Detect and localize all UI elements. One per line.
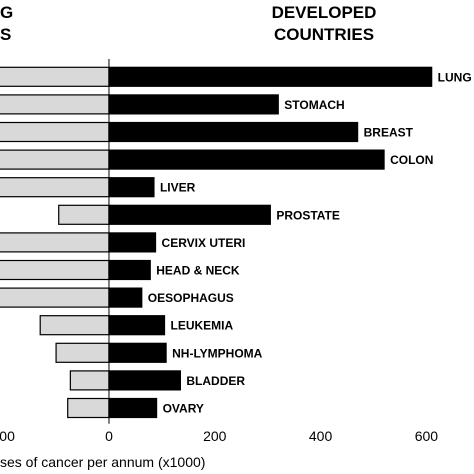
category-label-colon: COLON <box>390 153 433 167</box>
bar-left-ovary <box>67 397 110 419</box>
bar-right-leukemia <box>108 315 166 336</box>
category-label-stomach: STOMACH <box>284 98 344 112</box>
bar-right-colon <box>108 149 385 170</box>
bar-left-colon <box>0 149 110 170</box>
x-tick-label: 400 <box>309 428 333 444</box>
category-label-cervix-uteri: CERVIX UTERI <box>162 236 246 250</box>
category-label-oesophagus: OESOPHAGUS <box>148 291 234 305</box>
category-label-breast: BREAST <box>364 126 414 140</box>
bar-left-leukemia <box>39 315 110 336</box>
x-tick-label: 0 <box>105 428 113 444</box>
bar-right-breast <box>108 121 359 143</box>
bar-left-cervix-uteri <box>0 232 110 253</box>
bar-right-stomach <box>108 94 279 115</box>
x-tick-label: 200 <box>0 428 15 444</box>
x-axis: 200 0 200 400 600 <box>0 59 438 444</box>
bar-right-ovary <box>108 397 158 419</box>
bar-right-cervix-uteri <box>108 232 157 253</box>
category-label-nh-lymphoma: NH-LYMPHOMA <box>172 346 263 360</box>
category-labels-group: LUNG STOMACH BREAST COLON LIVER PROSTATE CERVI… <box>148 70 472 415</box>
left-header-line-1: G <box>0 3 13 22</box>
x-tick-label: 600 <box>415 428 439 444</box>
bar-left-liver <box>0 177 110 198</box>
category-label-head-neck: HEAD & NECK <box>156 264 240 278</box>
bar-right-head-neck <box>108 259 151 281</box>
bar-right-bladder <box>108 370 181 391</box>
bar-left-stomach <box>0 94 110 115</box>
x-axis-label: ses of cancer per annum (x1000) <box>0 454 205 470</box>
right-header-line-2: COUNTRIES <box>274 25 374 44</box>
category-label-prostate: PROSTATE <box>276 208 340 222</box>
right-header-line-1: DEVELOPED <box>272 3 377 22</box>
left-header-line-2: S <box>0 25 11 44</box>
bar-left-oesophagus <box>0 287 110 308</box>
category-label-lung: LUNG <box>438 70 472 84</box>
bar-right-nh-lymphoma <box>108 342 167 363</box>
bar-left-lung <box>0 66 110 87</box>
bar-right-prostate <box>108 204 271 225</box>
category-label-ovary: OVARY <box>163 402 204 416</box>
bar-right-liver <box>108 177 155 198</box>
bar-left-nh-lymphoma <box>55 342 110 363</box>
bar-left-head-neck <box>0 259 110 281</box>
category-label-leukemia: LEUKEMIA <box>171 319 234 333</box>
bar-right-lung <box>108 66 433 87</box>
bar-left-bladder <box>69 370 110 391</box>
bar-left-prostate <box>58 204 110 225</box>
x-tick-label: 200 <box>203 428 227 444</box>
bars-group <box>0 66 433 419</box>
bar-left-breast <box>0 121 110 143</box>
bar-right-oesophagus <box>108 287 143 308</box>
category-label-bladder: BLADDER <box>186 374 245 388</box>
category-label-liver: LIVER <box>160 181 196 195</box>
